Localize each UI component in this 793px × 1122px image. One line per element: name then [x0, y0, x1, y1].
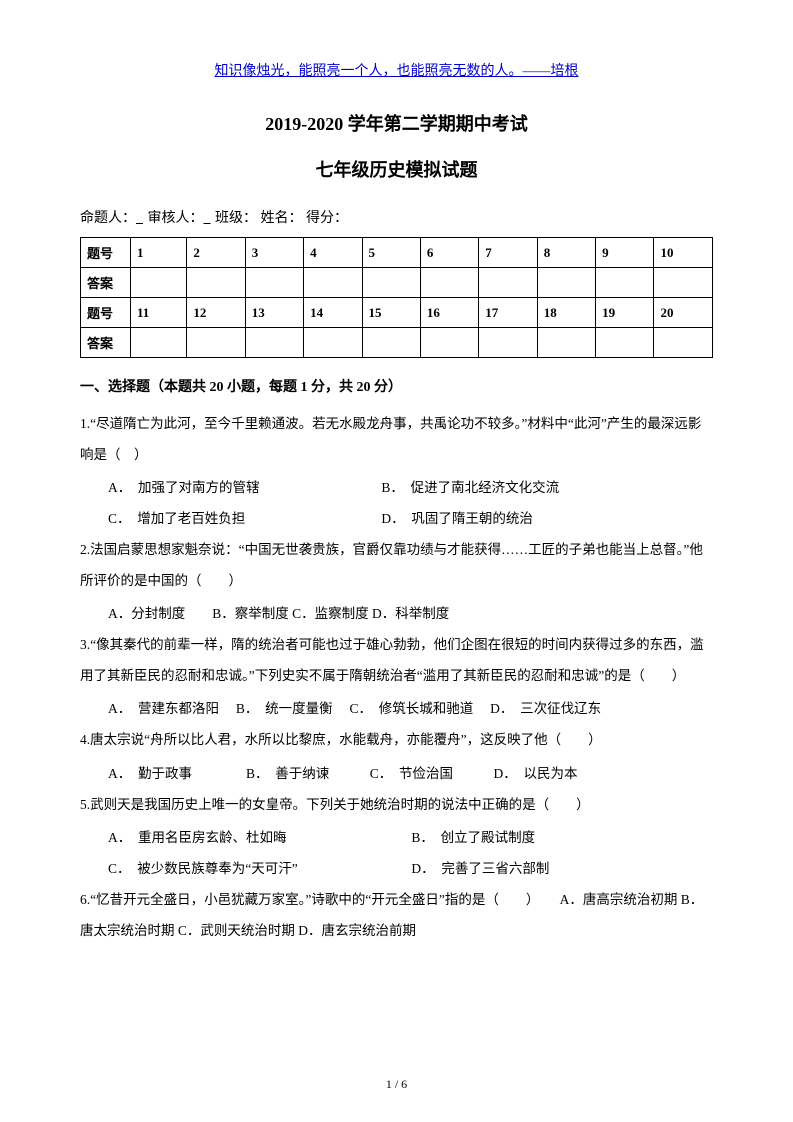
cell: 6 — [420, 238, 478, 268]
cell — [187, 328, 245, 358]
cell: 1 — [131, 238, 187, 268]
reviewer-blank — [204, 211, 212, 227]
cell — [131, 328, 187, 358]
cell — [537, 328, 595, 358]
cell: 18 — [537, 298, 595, 328]
cell: 7 — [479, 238, 537, 268]
author-label: 命题人： — [80, 211, 136, 226]
cell — [596, 268, 654, 298]
cell: 12 — [187, 298, 245, 328]
meta-line: 命题人： 审核人： 班级： 姓名： 得分： — [80, 207, 713, 227]
cell: 9 — [596, 238, 654, 268]
score-label: 得分： — [306, 211, 348, 226]
cell — [362, 328, 420, 358]
cell — [537, 268, 595, 298]
table-row-nums1: 题号 1 2 3 4 5 6 7 8 9 10 — [81, 238, 713, 268]
q5-opt-a: A． 重用名臣房玄龄、杜如晦 — [108, 822, 408, 853]
cell — [596, 328, 654, 358]
cell — [187, 268, 245, 298]
q5-opt-b: B． 创立了殿试制度 — [411, 822, 535, 853]
cell — [131, 268, 187, 298]
reviewer-label: 审核人： — [148, 211, 204, 226]
cell: 11 — [131, 298, 187, 328]
ans-label: 答案 — [81, 268, 131, 298]
num-label: 题号 — [81, 298, 131, 328]
q4-options: A． 勤于政事 B． 善于纳谏 C． 节俭治国 D． 以民为本 — [80, 758, 713, 789]
q5-opt-d: D． 完善了三省六部制 — [411, 853, 549, 884]
cell — [654, 268, 713, 298]
cell: 19 — [596, 298, 654, 328]
q4-text: 4.唐太宗说“舟所以比人君，水所以比黎庶，水能载舟，亦能覆舟”，这反映了他（ ） — [80, 724, 713, 755]
cell — [654, 328, 713, 358]
class-label: 班级： — [215, 211, 257, 226]
cell — [420, 268, 478, 298]
table-row-ans1: 答案 — [81, 268, 713, 298]
q5-options: A． 重用名臣房玄龄、杜如晦 B． 创立了殿试制度 C． 被少数民族尊奉为“天可… — [80, 822, 713, 884]
cell: 3 — [245, 238, 303, 268]
cell — [420, 328, 478, 358]
cell — [304, 328, 362, 358]
q1-opt-c: C． 增加了老百姓负担 — [108, 503, 378, 534]
table-row-ans2: 答案 — [81, 328, 713, 358]
cell — [479, 328, 537, 358]
cell — [304, 268, 362, 298]
section-title: 一、选择题（本题共 20 小题，每题 1 分，共 20 分） — [80, 376, 713, 396]
cell: 13 — [245, 298, 303, 328]
cell — [245, 328, 303, 358]
q3-text: 3.“像其秦代的前辈一样，隋的统治者可能也过于雄心勃勃，他们企图在很短的时间内获… — [80, 629, 713, 691]
cell: 14 — [304, 298, 362, 328]
q1-options: A． 加强了对南方的管辖 B． 促进了南北经济文化交流 C． 增加了老百姓负担 … — [80, 472, 713, 534]
answer-table: 题号 1 2 3 4 5 6 7 8 9 10 答案 题号 11 12 13 1… — [80, 237, 713, 358]
cell: 5 — [362, 238, 420, 268]
cell: 8 — [537, 238, 595, 268]
ans-label: 答案 — [81, 328, 131, 358]
cell: 2 — [187, 238, 245, 268]
q1-opt-d: D． 巩固了隋王朝的统治 — [381, 503, 533, 534]
name-label: 姓名： — [261, 211, 303, 226]
cell: 15 — [362, 298, 420, 328]
page-number: 1 / 6 — [0, 1077, 793, 1092]
cell — [245, 268, 303, 298]
q1-opt-a: A． 加强了对南方的管辖 — [108, 472, 378, 503]
cell: 17 — [479, 298, 537, 328]
q5-opt-c: C． 被少数民族尊奉为“天可汗” — [108, 853, 408, 884]
cell: 4 — [304, 238, 362, 268]
q6-text: 6.“忆昔开元全盛日，小邑犹藏万家室。”诗歌中的“开元全盛日”指的是（ ） A．… — [80, 884, 713, 946]
title-sub: 七年级历史模拟试题 — [80, 156, 713, 182]
author-blank — [136, 211, 144, 227]
q3-options: A． 营建东都洛阳 B． 统一度量衡 C． 修筑长城和驰道 D． 三次征伐辽东 — [80, 693, 713, 724]
q5-text: 5.武则天是我国历史上唯一的女皇帝。下列关于她统治时期的说法中正确的是（ ） — [80, 789, 713, 820]
q2-text: 2.法国启蒙思想家魁奈说：“中国无世袭贵族，官爵仅靠功绩与才能获得……工匠的子弟… — [80, 534, 713, 596]
title-main: 2019-2020 学年第二学期期中考试 — [80, 110, 713, 136]
cell — [362, 268, 420, 298]
q1-opt-b: B． 促进了南北经济文化交流 — [381, 472, 559, 503]
q2-options: A．分封制度 B．察举制度 C．监察制度 D．科举制度 — [80, 598, 713, 629]
cell — [479, 268, 537, 298]
cell: 20 — [654, 298, 713, 328]
header-quote: 知识像烛光，能照亮一个人，也能照亮无数的人。——培根 — [80, 60, 713, 80]
num-label: 题号 — [81, 238, 131, 268]
cell: 16 — [420, 298, 478, 328]
table-row-nums2: 题号 11 12 13 14 15 16 17 18 19 20 — [81, 298, 713, 328]
q1-text: 1.“尽道隋亡为此河，至今千里赖通波。若无水殿龙舟事，共禹论功不较多。”材料中“… — [80, 408, 713, 470]
cell: 10 — [654, 238, 713, 268]
